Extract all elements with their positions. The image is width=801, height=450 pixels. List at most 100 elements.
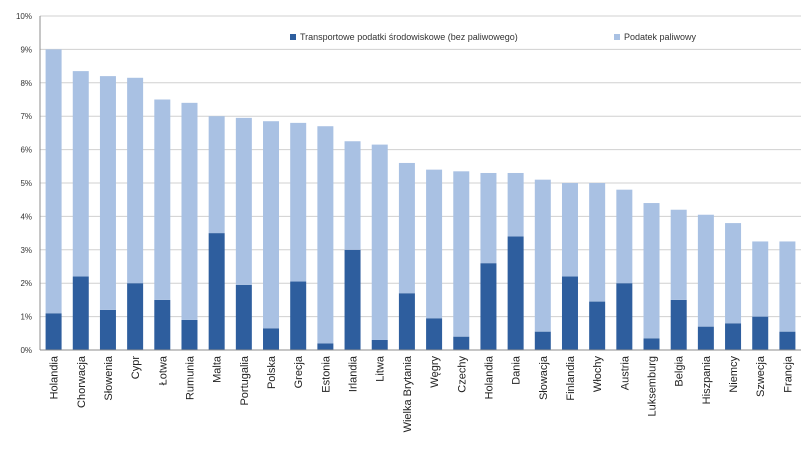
x-tick-label: Portugalia xyxy=(239,355,251,405)
bar-segment-transport-taxes xyxy=(725,323,742,350)
bar-segment-fuel-tax xyxy=(154,99,171,300)
x-tick-label: Cypr xyxy=(130,356,142,380)
bar-segment-transport-taxes xyxy=(426,318,443,350)
bar-segment-transport-taxes xyxy=(72,276,89,350)
y-tick-label: 10% xyxy=(16,12,32,21)
bar-segment-transport-taxes xyxy=(507,236,524,350)
x-tick-label: Litwa xyxy=(375,355,387,382)
x-tick-label: Francja xyxy=(782,355,794,393)
bar-segment-fuel-tax xyxy=(208,116,225,234)
x-tick-label: Włochy xyxy=(592,356,604,393)
bar-segment-fuel-tax xyxy=(45,49,62,314)
bar-segment-fuel-tax xyxy=(181,102,198,320)
x-tick-label: Grecja xyxy=(293,355,305,388)
bar-segment-transport-taxes xyxy=(398,293,415,350)
bar-segment-fuel-tax xyxy=(507,172,524,237)
x-tick-label: Wielka Brytania xyxy=(402,355,414,432)
y-tick-label: 0% xyxy=(20,346,32,355)
bar-segment-transport-taxes xyxy=(317,343,334,350)
bar-segment-transport-taxes xyxy=(670,299,687,350)
y-tick-label: 2% xyxy=(20,279,32,288)
x-tick-label: Irlandia xyxy=(348,355,360,392)
bar-segment-transport-taxes xyxy=(697,326,714,350)
bar-segment-fuel-tax xyxy=(453,171,470,337)
x-tick-label: Dania xyxy=(511,355,523,385)
y-tick-label: 8% xyxy=(20,79,32,88)
bar-segment-transport-taxes xyxy=(616,283,633,350)
bar-segment-transport-taxes xyxy=(480,263,497,350)
bar-segment-transport-taxes xyxy=(290,281,307,350)
x-tick-label: Słowacja xyxy=(538,355,550,400)
bar-segment-fuel-tax xyxy=(725,223,742,324)
x-tick-label: Estonia xyxy=(320,355,332,393)
x-tick-label: Niemcy xyxy=(728,356,740,393)
y-tick-label: 5% xyxy=(20,179,32,188)
y-tick-label: 3% xyxy=(20,246,32,255)
legend-label-series-2: Podatek paliwowy xyxy=(624,32,697,42)
bar-segment-fuel-tax xyxy=(480,172,497,264)
bar-segment-fuel-tax xyxy=(534,179,551,332)
bar-segment-fuel-tax xyxy=(616,189,633,284)
legend-label-series-1: Transportowe podatki środowiskowe (bez p… xyxy=(300,32,518,42)
bar-segment-fuel-tax xyxy=(398,162,415,294)
bar-segment-fuel-tax xyxy=(99,76,116,310)
x-tick-label: Finlandia xyxy=(565,355,577,401)
bar-segment-fuel-tax xyxy=(426,169,443,319)
bar-segment-transport-taxes xyxy=(99,309,116,350)
bar-segment-fuel-tax xyxy=(235,117,252,285)
bar-segment-fuel-tax xyxy=(317,126,334,344)
x-tick-label: Czechy xyxy=(456,356,468,393)
x-tick-label: Chorwacja xyxy=(76,355,88,408)
x-tick-label: Słowenia xyxy=(103,355,115,401)
x-tick-label: Austria xyxy=(619,355,631,390)
bar-segment-fuel-tax xyxy=(290,122,307,282)
y-tick-label: 1% xyxy=(20,313,32,322)
x-tick-label: Łotwa xyxy=(157,355,169,385)
bar-segment-transport-taxes xyxy=(589,301,606,350)
x-tick-label: Rumunia xyxy=(184,355,196,400)
y-axis-ticks: 0% 1% 2% 3% 4% 5% 6% 7% 8% 9% 10% xyxy=(16,12,32,355)
bar-segment-fuel-tax xyxy=(779,241,796,332)
gridlines xyxy=(40,15,801,318)
x-axis-ticks: Holandia Chorwacja Słowenia Cypr Łotwa Rumuni… xyxy=(49,355,795,432)
bar-segment-fuel-tax xyxy=(263,121,280,329)
bars xyxy=(45,49,796,350)
x-tick-label: Belgia xyxy=(674,355,686,386)
bar-segment-fuel-tax xyxy=(561,183,578,277)
bar-segment-transport-taxes xyxy=(154,299,171,350)
bar-segment-fuel-tax xyxy=(127,77,144,284)
bar-segment-transport-taxes xyxy=(453,336,470,350)
bar-segment-fuel-tax xyxy=(643,203,660,339)
x-tick-label: Luksemburg xyxy=(647,356,659,417)
x-tick-label: Holandia xyxy=(49,355,61,399)
x-tick-label: Malta xyxy=(212,355,224,383)
x-tick-label: Hiszpania xyxy=(701,355,713,404)
y-tick-label: 7% xyxy=(20,112,32,121)
bar-segment-transport-taxes xyxy=(534,331,551,350)
legend: Transportowe podatki środowiskowe (bez p… xyxy=(290,32,697,42)
bar-segment-fuel-tax xyxy=(697,214,714,327)
bar-segment-fuel-tax xyxy=(752,241,769,317)
y-tick-label: 9% xyxy=(20,45,32,54)
bar-segment-transport-taxes xyxy=(561,276,578,350)
bar-segment-fuel-tax xyxy=(72,71,89,277)
bar-segment-transport-taxes xyxy=(263,328,280,350)
x-tick-label: Szwecja xyxy=(755,355,767,397)
legend-swatch-series-1 xyxy=(290,34,296,40)
bar-segment-transport-taxes xyxy=(181,319,198,350)
y-tick-label: 4% xyxy=(20,212,32,221)
bar-segment-fuel-tax xyxy=(371,144,388,340)
bar-segment-transport-taxes xyxy=(235,284,252,350)
bar-segment-transport-taxes xyxy=(127,283,144,350)
bar-segment-fuel-tax xyxy=(344,141,361,250)
bar-segment-transport-taxes xyxy=(344,249,361,350)
bar-segment-fuel-tax xyxy=(670,209,687,300)
bar-segment-transport-taxes xyxy=(371,339,388,350)
bar-segment-transport-taxes xyxy=(779,331,796,350)
y-tick-label: 6% xyxy=(20,146,32,155)
legend-swatch-series-2 xyxy=(614,34,620,40)
bar-segment-transport-taxes xyxy=(208,233,225,350)
x-tick-label: Węgry xyxy=(429,356,441,388)
